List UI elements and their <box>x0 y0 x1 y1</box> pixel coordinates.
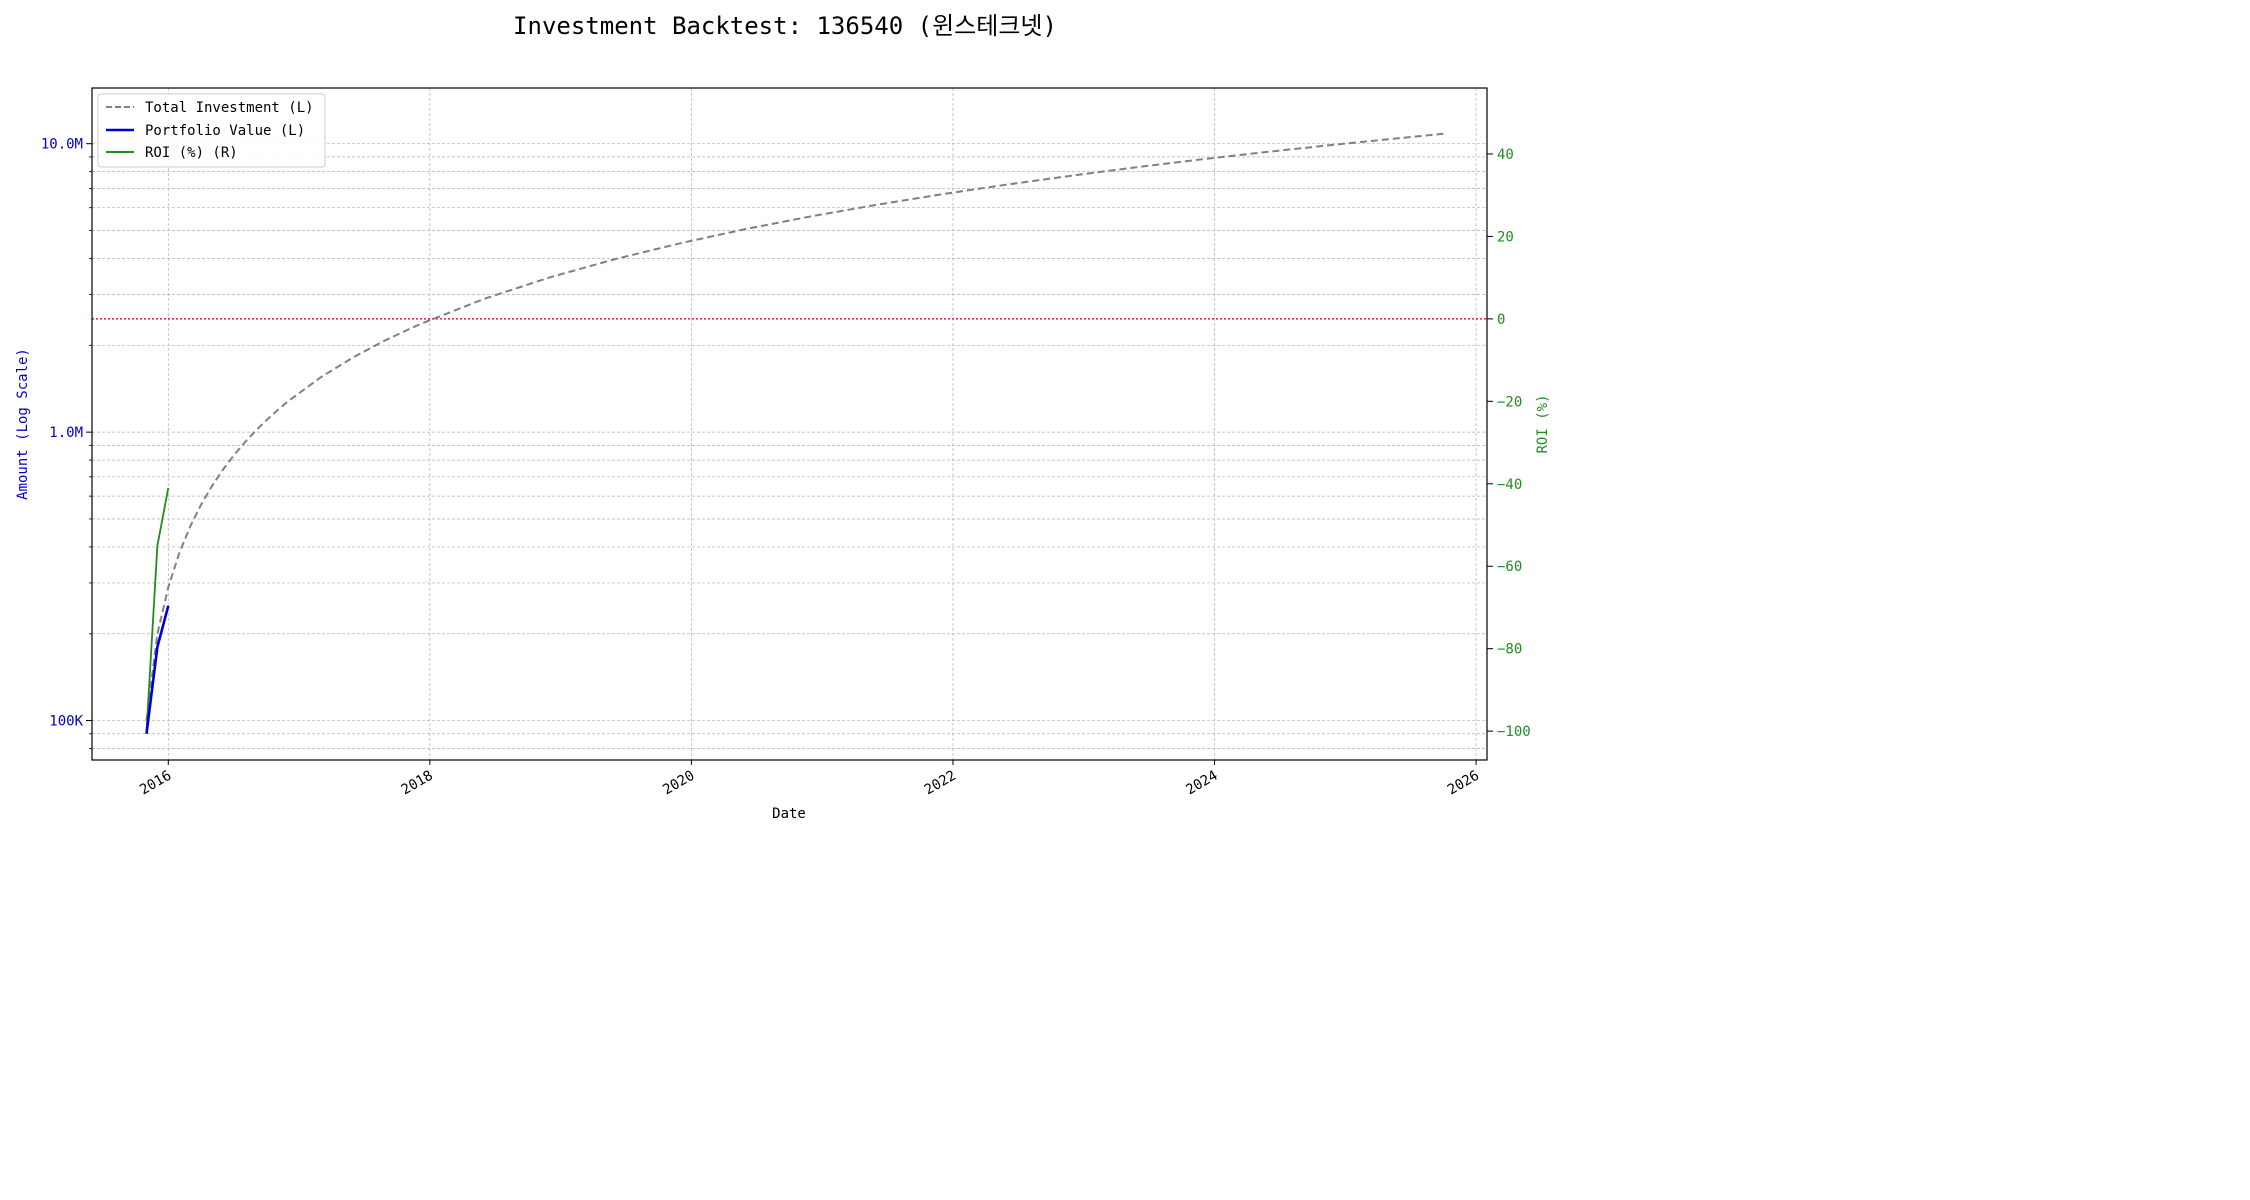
y-left-tick-label: 10.0M <box>41 137 83 153</box>
total-investment-line <box>145 132 1444 721</box>
y-right-tick-label: 40 <box>1497 147 1514 163</box>
grid <box>92 88 1487 760</box>
y-left-tick-label: 100K <box>49 714 83 730</box>
y-right-tick-label: 20 <box>1497 229 1514 245</box>
legend-label-total-investment: Total Investment (L) <box>145 100 314 116</box>
legend-box <box>97 93 326 168</box>
y-right-tick-label: −80 <box>1497 642 1522 658</box>
roi-line <box>145 487 170 732</box>
legend: Total Investment (L) Portfolio Value (L)… <box>97 93 326 168</box>
y-right-tick-label: −40 <box>1497 477 1522 493</box>
chart: Investment Backtest: 136540 (윈스테크넷) 2016… <box>0 0 1565 835</box>
y-right-tick-label: −60 <box>1497 559 1522 575</box>
legend-label-portfolio-value: Portfolio Value (L) <box>145 123 305 139</box>
x-axis-title: Date <box>772 806 806 822</box>
y-right-tick-label: −100 <box>1497 724 1531 740</box>
y-left-tick-label: 1.0M <box>49 425 83 441</box>
legend-label-roi: ROI (%) (R) <box>145 145 238 161</box>
right-axis-title: ROI (%) <box>1535 394 1551 453</box>
left-axis-title: Amount (Log Scale) <box>15 348 31 500</box>
plot-frame <box>91 87 1488 761</box>
tick-layer: 2016 2018 2020 2022 2024 2026100K1.0M10.0M−10… <box>41 137 1531 799</box>
chart-title: Investment Backtest: 136540 (윈스테크넷) <box>513 12 1057 40</box>
portfolio-value-line <box>145 605 170 734</box>
y-right-tick-label: 0 <box>1497 312 1505 328</box>
y-right-tick-label: −20 <box>1497 394 1522 410</box>
series-layer <box>145 132 1444 734</box>
